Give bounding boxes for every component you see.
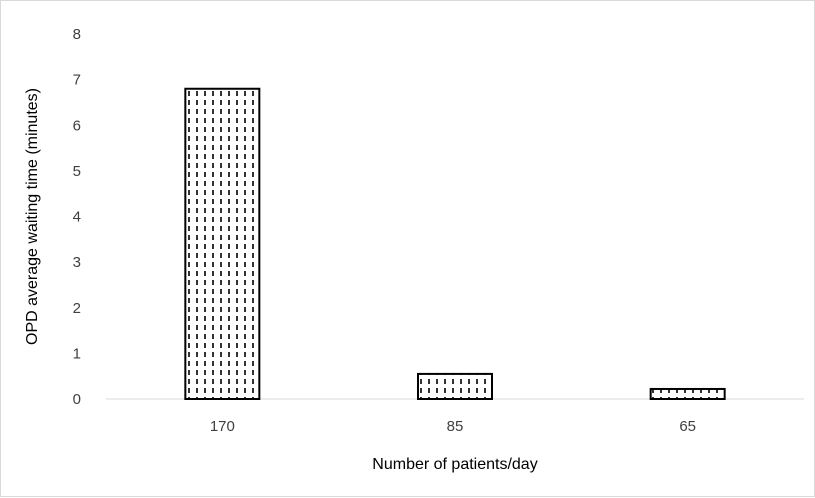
y-tick-label: 5 xyxy=(73,163,81,180)
y-axis-title: OPD average waiting time (minutes) xyxy=(24,88,41,345)
x-axis-ticks: 170 85 65 xyxy=(210,418,696,435)
x-tick-label: 65 xyxy=(679,418,696,435)
y-tick-label: 3 xyxy=(73,254,81,271)
y-tick-label: 7 xyxy=(73,72,81,89)
bar xyxy=(417,372,493,400)
y-tick-label: 8 xyxy=(73,26,81,43)
x-tick-label: 85 xyxy=(447,418,464,435)
y-tick-label: 1 xyxy=(73,345,81,362)
y-axis-ticks: 0 1 2 3 4 5 6 7 8 xyxy=(73,26,81,408)
bar xyxy=(184,87,261,400)
bars xyxy=(184,87,726,400)
x-tick-label: 170 xyxy=(210,418,235,435)
x-axis-title: Number of patients/day xyxy=(372,456,537,473)
y-tick-label: 4 xyxy=(73,209,81,226)
y-tick-label: 0 xyxy=(73,391,81,408)
y-tick-label: 6 xyxy=(73,117,81,134)
y-tick-label: 2 xyxy=(73,300,81,317)
bar xyxy=(649,387,726,400)
